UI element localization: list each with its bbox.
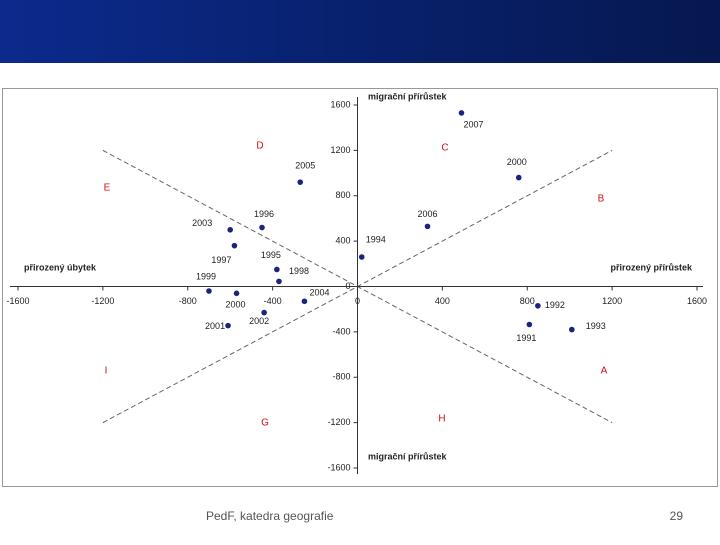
y-tick-label: 800 [335, 190, 350, 200]
point [297, 179, 304, 185]
point [227, 226, 233, 233]
point-label: 1997 [211, 255, 231, 265]
axis-label: přirozený přírůstek [610, 262, 693, 272]
point-label: 1995 [261, 250, 281, 260]
y-tick-label: -1600 [327, 462, 350, 472]
point [231, 242, 238, 249]
quadrant-label: A [601, 366, 608, 377]
point-label: 2004 [309, 288, 329, 298]
x-tick-label: 0 [355, 296, 360, 306]
point [526, 321, 533, 328]
point-label: 2000 [226, 300, 246, 310]
point [274, 266, 280, 273]
x-tick-label: -800 [179, 296, 197, 306]
point [301, 298, 308, 305]
y-tick-label: 1600 [330, 99, 350, 109]
x-tick-label: 1200 [602, 296, 622, 306]
quadrant-label: I [105, 366, 108, 377]
point-label: 1994 [366, 234, 386, 244]
quadrant-label: H [438, 414, 445, 425]
axis-label: přirozený úbytek [24, 262, 97, 272]
x-tick-label: -1600 [6, 296, 29, 306]
x-tick-label: -400 [264, 296, 282, 306]
x-tick-label: -1200 [91, 296, 114, 306]
point-label: 1999 [196, 271, 216, 281]
y-tick-label: -400 [332, 326, 350, 336]
point [206, 288, 212, 294]
y-tick-label: 400 [335, 236, 350, 246]
x-tick-label: 1600 [687, 296, 707, 306]
y-tick-label: -800 [332, 372, 350, 382]
point [515, 174, 522, 181]
quadrant-label: G [261, 418, 269, 429]
point [225, 322, 231, 329]
point-label: 1998 [289, 266, 309, 276]
y-tick-label: -1200 [327, 417, 350, 427]
point [259, 224, 265, 231]
point-label: 2003 [192, 218, 212, 228]
y-tick-label: 0 [345, 281, 350, 291]
y-tick-label: 1200 [330, 145, 350, 155]
quadrant-label: C [441, 143, 448, 154]
point-label: 1991 [516, 333, 536, 343]
page-number: 29 [670, 509, 684, 523]
point-label: 2000 [507, 157, 527, 167]
point [535, 302, 541, 309]
point-label: 2005 [295, 161, 315, 171]
axis-label: migrační přírůstek [368, 91, 448, 101]
footer-text: PedF, katedra geografie [206, 509, 334, 523]
axis-label: migrační přírůstek [368, 451, 448, 461]
quadrant-label: B [598, 194, 605, 205]
quadrant-label: D [256, 141, 263, 152]
x-tick-label: 800 [520, 296, 535, 306]
quadrant-label: E [104, 183, 111, 194]
point-label: 1996 [254, 209, 274, 219]
x-tick-label: 400 [435, 296, 450, 306]
point [276, 278, 282, 285]
point [358, 254, 365, 260]
point-label: 2001 [205, 321, 225, 331]
header-bar [0, 0, 720, 63]
point [233, 290, 240, 297]
point-label: 2002 [249, 316, 269, 326]
point [424, 223, 431, 230]
point-label: 1993 [586, 321, 606, 331]
point [261, 309, 267, 316]
point [458, 110, 465, 116]
point-label: 1992 [545, 300, 565, 310]
point-label: 2006 [418, 209, 438, 219]
point [569, 326, 575, 333]
point-label: 2007 [463, 119, 483, 129]
